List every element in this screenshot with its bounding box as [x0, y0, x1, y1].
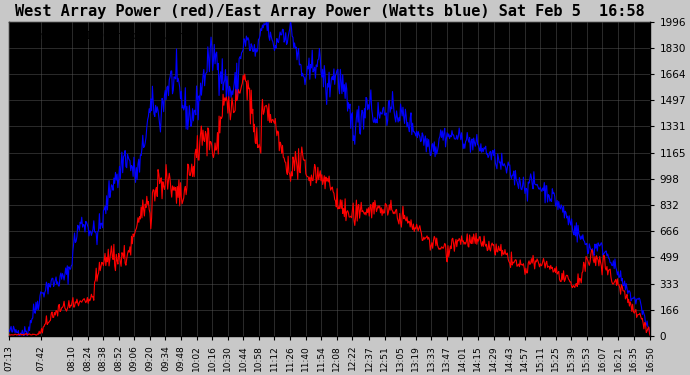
Text: Copyright 2011 Cartronics.com: Copyright 2011 Cartronics.com — [15, 31, 186, 41]
Title: West Array Power (red)/East Array Power (Watts blue) Sat Feb 5  16:58: West Array Power (red)/East Array Power … — [14, 4, 644, 19]
